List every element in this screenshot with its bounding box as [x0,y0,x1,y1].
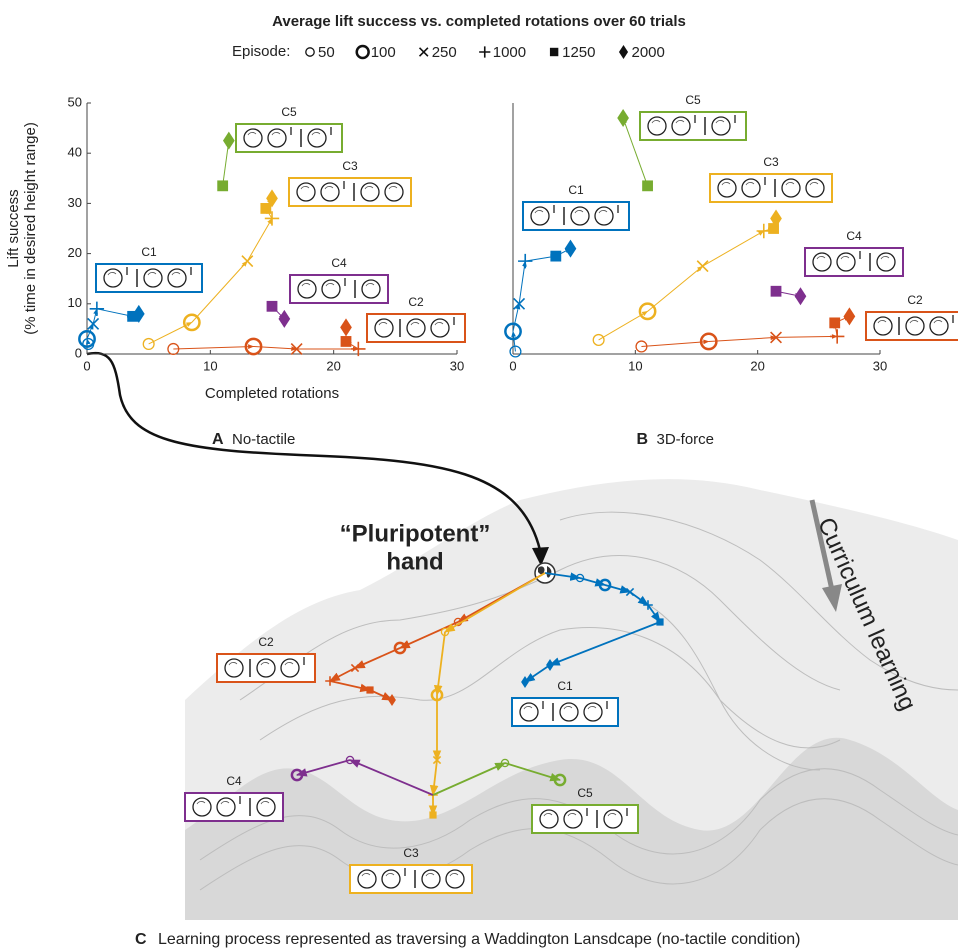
data-point [267,301,278,312]
data-point [242,256,253,267]
curriculum-label: C2 [907,293,923,307]
data-point [565,240,577,258]
landscape-marker [429,811,436,818]
x-tick-label: 0 [83,358,90,373]
data-point [341,336,352,347]
legend-title: Episode: [232,43,290,60]
legend-marker [420,48,428,56]
icon-box [350,865,472,893]
icon-box [866,312,958,340]
trajectory-arrow [247,218,272,261]
x-tick-label: 30 [450,358,464,373]
data-point [518,254,532,268]
panel-caption: Learning process represented as traversi… [158,931,800,948]
data-point [90,302,104,316]
panel-letter: A [212,431,224,448]
legend-label: 1250 [562,44,595,61]
curriculum-label: C1 [557,679,573,693]
icon-box [289,178,411,206]
data-point [514,298,525,309]
y-tick-label: 10 [68,295,82,310]
curriculum-label: C2 [408,295,424,309]
data-point [88,318,99,329]
icon-box [185,793,283,821]
y-tick-label: 50 [68,94,82,109]
start-label: “Pluripotent” [340,520,491,547]
curriculum-label: C1 [568,183,584,197]
figure-title: Average lift success vs. completed rotat… [272,13,686,30]
trajectory-arrow [776,336,837,337]
data-point [340,318,352,336]
figure: Average lift success vs. completed rotat… [0,0,958,949]
data-point [617,109,629,127]
data-point [223,132,235,150]
trajectory-arrow [703,231,764,266]
trajectory-arrow [641,341,708,346]
data-point [830,329,844,343]
icon-box [710,174,832,202]
y-tick-label: 40 [68,145,82,160]
panel-letter: B [637,431,649,448]
legend-label: 100 [371,44,396,61]
y-tick-label: 30 [68,195,82,210]
icon-box [805,248,903,276]
trajectory-arrow [648,266,703,311]
curriculum-label: C5 [685,93,701,107]
legend-label: 50 [318,44,335,61]
legend-label: 250 [432,44,457,61]
legend-label: 1000 [493,44,526,61]
x-tick-label: 30 [873,358,887,373]
curriculum-label: C2 [258,635,274,649]
trajectory-arrow [709,337,776,341]
x-tick-label: 10 [628,358,642,373]
curriculum-label: C3 [763,155,779,169]
data-point [642,180,653,191]
data-point [771,286,782,297]
icon-box [217,654,315,682]
data-point [260,203,271,214]
y-tick-label: 20 [68,245,82,260]
legend-marker [619,45,628,59]
x-axis-label: Completed rotations [205,385,339,402]
data-point [278,310,290,328]
y-axis-label: Lift success [5,189,22,267]
landscape-marker [366,686,373,693]
data-point [217,180,228,191]
curriculum-label: C5 [281,105,297,119]
x-tick-label: 10 [203,358,217,373]
curriculum-label: C3 [403,846,419,860]
curriculum-label: C3 [342,159,358,173]
panel-subtitle: No-tactile [232,431,295,448]
curriculum-label: C4 [846,229,862,243]
data-point [697,261,708,272]
landscape-marker [656,618,663,625]
icon-box [367,314,465,342]
legend-marker [479,46,490,57]
curriculum-label: C4 [331,256,347,270]
curriculum-label: C1 [141,245,157,259]
legend-marker [357,46,369,58]
curriculum-label: C4 [226,774,242,788]
start-label: hand [386,548,443,575]
legend-label: 2000 [632,44,665,61]
legend-marker [306,48,314,56]
x-tick-label: 20 [326,358,340,373]
y-axis-label: (% time in desired height range) [22,122,39,335]
data-point [795,287,807,305]
data-point [844,307,856,325]
x-tick-label: 0 [509,358,516,373]
icon-box [290,275,388,303]
legend-marker [550,48,558,56]
data-point [593,335,604,346]
y-tick-label: 0 [75,345,82,360]
trajectory-arrow [519,261,525,304]
data-point [829,317,840,328]
panel-subtitle: 3D-force [657,431,715,448]
trajectory-arrow [173,346,253,349]
data-point [550,251,561,262]
curriculum-label: C5 [577,786,593,800]
x-tick-label: 20 [750,358,764,373]
panel-letter: C [135,931,147,948]
